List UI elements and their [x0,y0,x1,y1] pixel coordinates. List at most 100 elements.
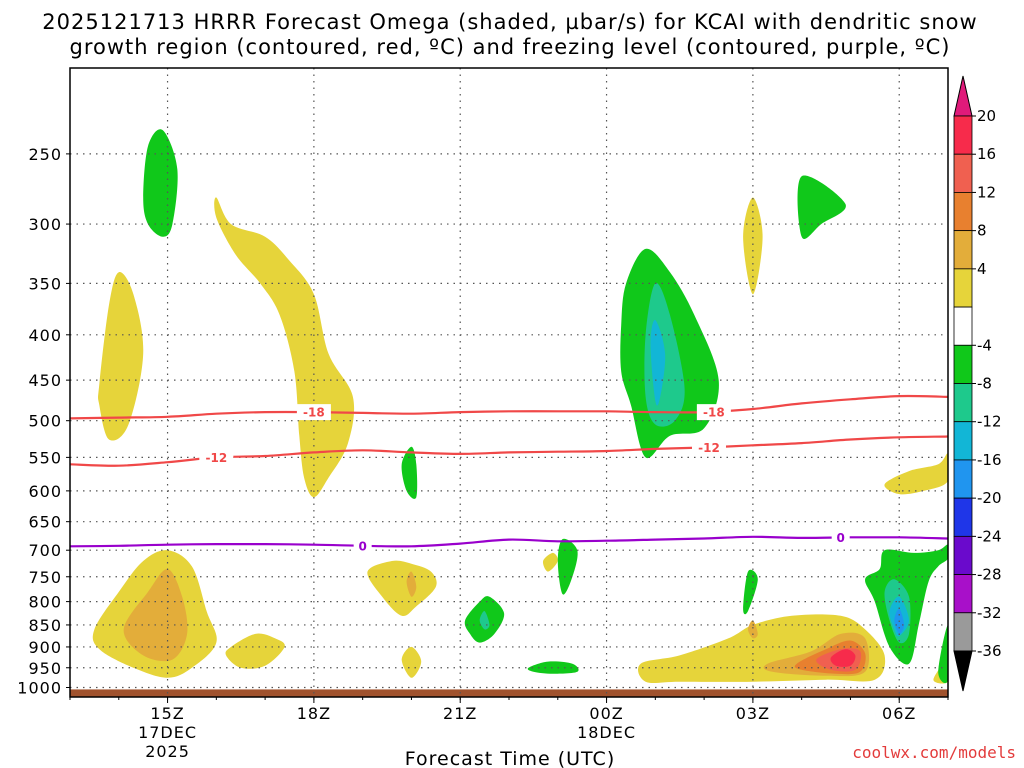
y-tick-label: 850 [28,616,62,635]
chart-title-line1: 2025121713 HRRR Forecast Omega (shaded, … [42,10,977,34]
contour-label: -12 [205,451,227,465]
omega-pos-4-f [401,646,422,678]
x-tick-label: 18Z [297,704,331,723]
omega-pos-4-e [367,560,437,617]
omega-neg-4-a [143,129,178,237]
plot-area: -18 -18 -12 -12 0 0 [69,67,949,698]
y-tick-label: 700 [28,541,62,560]
y-tick-label: 550 [28,448,62,467]
plot-background [70,68,948,697]
y-tick-label: 600 [28,482,62,501]
colorbar-bin [953,497,973,537]
colorbar-label: -12 [977,413,1002,431]
omega-neg-4-f [527,661,579,674]
contour-label-bg [296,404,331,421]
colorbar-label: -32 [977,604,1002,622]
x-tick-label: 21Z [443,704,477,723]
omega-pos-4-h [743,197,763,295]
omega-pos-4-j [884,453,948,495]
contour-layer: -18 -18 -12 -12 0 0 [69,394,949,554]
x-tick-year: 2025 [145,742,190,761]
contour-label-bg [199,449,234,466]
contour-label-bg [696,404,731,421]
colorbar-bin [953,230,973,270]
y-tick-label: 450 [28,371,62,390]
colorbar-label: 20 [977,107,996,125]
y-tick-label: 250 [28,145,62,164]
x-tick-date: 17DEC [138,723,197,742]
y-tick-label: 400 [28,326,62,345]
omega-pos-20 [830,649,856,667]
x-tick-label: 00Z [589,704,623,723]
colorbar-bin [953,535,973,575]
omega-pos-8-c [748,620,758,639]
colorbar-label: 12 [977,183,996,201]
x-tick-label: 15Z [150,704,184,723]
contour-label: 0 [358,539,366,553]
omega-neg-4-h [797,175,846,239]
colorbar-label: -24 [977,527,1002,545]
omega-pos-8-a [123,568,188,662]
colorbar-label: -4 [977,336,992,354]
contour-label: 0 [837,531,845,545]
colorbar-bin [953,115,973,155]
colorbar-label: -28 [977,566,1002,584]
y-tick-label: 650 [28,513,62,532]
contour-label-bg [353,537,372,554]
y-tick-label: 1000 [17,678,62,697]
site-credit: coolwx.com/models [852,743,1016,762]
omega-pos-4-g [542,552,558,572]
omega-pos-8-b [406,571,417,597]
contour-label-bg [691,439,726,456]
colorbar-bottom-arrow [953,650,973,692]
colorbar-bin [953,192,973,232]
omega-neg-4-j [938,624,948,684]
colorbar-bin [953,612,973,652]
omega-shading-layer [92,129,948,684]
grid-layer [70,68,948,697]
contour-label: -12 [698,441,720,455]
dgz-minus-18 [69,394,949,420]
x-tick-date: 18DEC [577,723,636,742]
colorbar-bin [953,344,973,384]
y-tick-label: 900 [28,638,62,657]
contour-label: -18 [303,406,325,420]
omega-neg-4-b [401,446,418,499]
x-tick-label: 03Z [736,704,770,723]
colorbar-label: -16 [977,451,1002,469]
y-tick-label: 800 [28,593,62,612]
contour-label-bg [831,529,850,546]
freezing-level-0 [69,535,949,548]
colorbar-label: -8 [977,375,992,393]
chart-title-line2: growth region (contoured, red, ºC) and f… [70,35,951,59]
omega-neg-4-d [557,538,578,595]
colorbar-label: 4 [977,260,987,278]
y-tick-label: 350 [28,274,62,293]
colorbar: 20 16 12 8 4 -4 -8 -12 -16 -20 -24 -28 -32 -36 [953,75,1002,692]
colorbar-label: 16 [977,145,996,163]
colorbar-top-arrow [953,75,973,117]
y-tick-label: 950 [28,659,62,678]
colorbar-label: -36 [977,642,1002,660]
colorbar-bin [953,459,973,499]
colorbar-label: 8 [977,222,987,240]
y-tick-label: 500 [28,412,62,431]
omega-pos-4-b [214,197,355,498]
ground-surface [70,689,948,697]
y-tick-label: 300 [28,215,62,234]
y-axis: 250 300 350 400 450 500 550 600 650 700 750 800 850 9… [17,145,70,697]
colorbar-label: -20 [977,489,1002,507]
colorbar-bin [953,421,973,461]
omega-neg-12-a [650,319,666,406]
contour-label: -18 [703,406,725,420]
omega-pos-4-a [98,272,144,441]
x-tick-label: 06Z [882,704,916,723]
colorbar-bin [953,306,973,346]
colorbar-bin [953,383,973,423]
y-tick-label: 750 [28,568,62,587]
x-axis-label: Forecast Time (UTC) [405,748,615,768]
omega-neg-4-g [743,569,758,615]
colorbar-bin [953,153,973,193]
